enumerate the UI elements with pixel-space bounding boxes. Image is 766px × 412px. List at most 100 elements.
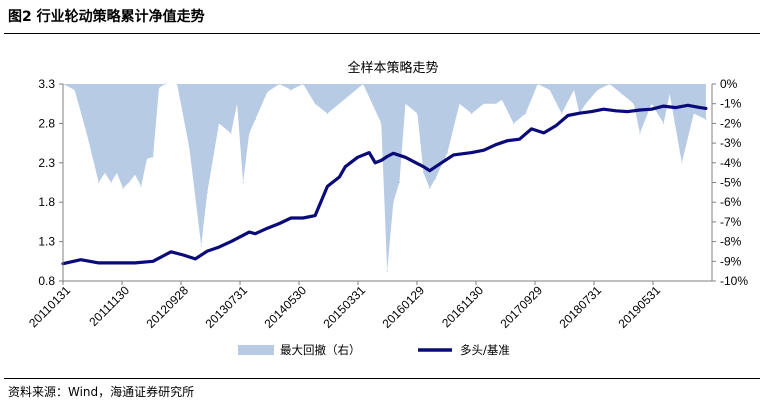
net-value-point [151, 260, 155, 263]
net-value-line [61, 103, 708, 266]
net-value-point [248, 230, 251, 234]
right-tick-label: -4% [720, 156, 742, 170]
net-value-point [566, 114, 570, 117]
drawdown-point [98, 181, 100, 184]
x-tick-label: 20140530 [261, 283, 309, 331]
net-value-point [554, 124, 557, 128]
net-value-point [422, 165, 425, 168]
drawdown-point [398, 181, 400, 184]
legend-label-line: 多头/基准 [460, 343, 510, 357]
net-value-point [241, 234, 245, 237]
drawdown-point [176, 83, 178, 85]
chart: 全样本策略走势 0.8 1.3 1.8 2.3 2.8 3.3 0% -1% -2% -3% -4%… [26, 60, 748, 357]
drawdown-point [561, 112, 563, 115]
drawdown-point [140, 185, 142, 187]
net-value-point [638, 108, 642, 112]
drawdown-point [152, 156, 154, 158]
drawdown-point [206, 191, 208, 193]
net-value-point [326, 185, 329, 188]
drawdown-point [693, 112, 695, 115]
right-tick-label: 0% [720, 77, 738, 91]
drawdown-point [110, 181, 112, 184]
drawdown-point [266, 91, 268, 93]
left-tick-label: 1.8 [38, 195, 55, 209]
drawdown-point [122, 187, 124, 189]
drawdown-point [236, 103, 238, 105]
drawdown-point [663, 122, 665, 124]
drawdown-point [164, 83, 166, 85]
right-tick-label: -7% [720, 215, 742, 229]
net-value-point [602, 108, 605, 111]
net-value-point [380, 159, 383, 162]
net-value-point [356, 156, 359, 159]
top-rule [4, 33, 760, 34]
net-value-point [482, 149, 485, 152]
drawdown-point [362, 83, 364, 85]
right-tick-label: -8% [720, 235, 742, 249]
source-note: 资料来源：Wind，海通证券研究所 [8, 385, 195, 399]
drawdown-point [422, 172, 425, 174]
net-value-point [506, 139, 509, 142]
drawdown-point [585, 103, 587, 105]
drawdown-point [404, 103, 406, 105]
drawdown-point [525, 112, 527, 115]
net-value-point [254, 232, 257, 235]
x-tick-label: 20110131 [26, 283, 73, 330]
chart-title: 全样本策略走势 [347, 60, 438, 76]
net-value-point [115, 261, 119, 265]
right-tick-label: -5% [720, 176, 742, 190]
drawdown-point [158, 87, 160, 89]
net-value-point [266, 227, 269, 230]
right-tick-label: -6% [720, 195, 742, 209]
figure-title: 图2 行业轮动策略累计净值走势 [8, 9, 205, 25]
x-tick-label: 20180731 [556, 283, 604, 331]
legend-label-drawdown: 最大回撤（右） [280, 343, 361, 357]
net-value-point [169, 250, 173, 253]
drawdown-point [573, 89, 575, 91]
drawdown-point [513, 122, 515, 124]
net-value-point [344, 165, 347, 168]
drawdown-point [651, 103, 653, 105]
drawdown-point [549, 89, 551, 91]
drawdown-point [705, 118, 707, 121]
net-value-point [392, 152, 395, 155]
x-tick-label: 20120928 [143, 283, 191, 331]
net-value-point [578, 112, 581, 115]
net-value-line-layer [61, 103, 708, 266]
net-value-point [686, 104, 690, 107]
drawdown-point [597, 89, 599, 91]
drawdown-point [392, 201, 394, 203]
drawdown-point [621, 93, 623, 95]
drawdown-point [609, 83, 611, 85]
right-tick-label: -1% [720, 97, 742, 111]
drawdown-point [483, 103, 485, 105]
drawdown-point [278, 83, 280, 85]
net-value-point [704, 107, 708, 110]
drawdown-point [242, 181, 244, 184]
net-value-point [542, 131, 545, 135]
drawdown-point [314, 103, 316, 105]
drawdown-point [290, 89, 292, 91]
net-value-point [470, 151, 473, 154]
drawdown-point [446, 152, 448, 154]
drawdown-point [104, 172, 106, 174]
left-tick-label: 3.3 [38, 77, 55, 91]
net-value-point [530, 127, 533, 131]
drawdown-point [537, 83, 539, 85]
net-value-point [614, 109, 617, 113]
drawdown-point [386, 270, 388, 272]
net-value-point [416, 162, 419, 165]
left-tick-label: 0.8 [38, 274, 55, 288]
net-value-point [404, 156, 407, 159]
left-tick-label: 1.3 [38, 235, 55, 249]
drawdown-point [501, 99, 503, 101]
right-tick-label: -9% [720, 254, 742, 268]
net-value-point [452, 153, 455, 157]
drawdown-area-layer [62, 83, 707, 272]
left-tick-label: 2.8 [38, 116, 55, 130]
drawdown-point [218, 122, 220, 124]
drawdown-point [74, 89, 76, 91]
net-value-point [338, 175, 341, 179]
right-tick-label: -3% [720, 136, 742, 150]
net-value-point [79, 258, 83, 261]
